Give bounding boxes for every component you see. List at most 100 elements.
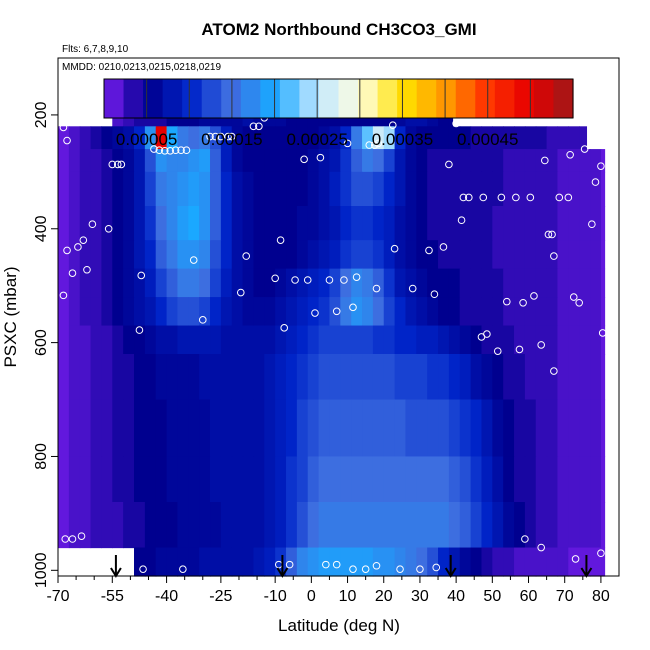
heatmap-cell — [579, 268, 591, 298]
heatmap-cell — [231, 206, 244, 241]
heatmap-cell — [524, 206, 537, 241]
heatmap-cell — [231, 126, 244, 150]
heatmap-cell — [155, 240, 168, 270]
y-tick-label: 800 — [33, 443, 50, 470]
heatmap-cell — [296, 206, 309, 241]
heatmap-cell — [166, 297, 179, 327]
heatmap-cell — [362, 126, 374, 150]
observation-point — [550, 252, 558, 260]
heatmap-cell — [329, 268, 341, 298]
heatmap-cell — [68, 502, 81, 549]
heatmap-cell — [264, 126, 276, 150]
heatmap-cell — [481, 268, 493, 298]
heatmap-cell — [383, 206, 396, 241]
heatmap-cell — [394, 456, 407, 503]
heatmap-cell — [286, 399, 298, 458]
heatmap-cell — [101, 354, 113, 401]
heatmap-cell — [275, 268, 287, 298]
heatmap-cell — [503, 268, 515, 298]
heatmap-cell — [112, 325, 124, 355]
colorbar-swatch — [397, 79, 418, 118]
colorbar-swatch — [514, 79, 535, 118]
y-tick-label: 200 — [33, 101, 50, 128]
heatmap-cell — [557, 325, 569, 355]
heatmap-cell — [79, 149, 92, 173]
observation-point — [166, 146, 174, 155]
heatmap-cell — [416, 268, 428, 298]
heatmap-cell — [459, 268, 472, 298]
heatmap-cell — [394, 268, 407, 298]
heatmap-cell — [242, 502, 255, 549]
heatmap-cell — [470, 268, 483, 298]
heatmap-cell — [470, 547, 483, 577]
heatmap-cell — [307, 240, 320, 270]
heatmap-cell — [492, 456, 504, 503]
heatmap-cell — [383, 399, 396, 458]
heatmap-cell — [134, 149, 146, 173]
heatmap-cell — [286, 126, 298, 150]
heatmap-cell — [427, 547, 439, 577]
heatmap-cell — [188, 354, 200, 401]
heatmap-cell — [438, 502, 450, 549]
heatmap-cell — [101, 399, 113, 458]
observation-point — [77, 112, 86, 120]
heatmap-cell — [405, 399, 417, 458]
heatmap-cell — [362, 502, 374, 549]
heatmap-cell — [340, 456, 352, 503]
heatmap-cell — [144, 149, 157, 173]
heatmap-cell — [590, 456, 602, 503]
heatmap-cell — [600, 325, 606, 355]
heatmap-cell — [296, 268, 309, 298]
heatmap-cell — [220, 354, 233, 401]
heatmap-cell — [58, 399, 70, 458]
heatmap-cell — [68, 149, 81, 173]
heatmap-cell — [394, 297, 407, 327]
heatmap-cell — [503, 325, 515, 355]
heatmap-cell — [264, 502, 276, 549]
x-tick-label: 50 — [483, 588, 501, 605]
observation-point — [372, 284, 381, 293]
observation-point — [521, 535, 529, 543]
heatmap-cell — [123, 126, 135, 150]
heatmap-cell — [155, 325, 168, 355]
heatmap-cell — [514, 502, 526, 549]
heatmap-cell — [329, 354, 341, 401]
heatmap-cell — [134, 171, 146, 207]
heatmap-cell — [372, 456, 385, 503]
heatmap-cell — [329, 171, 341, 207]
heatmap-cell — [123, 297, 135, 327]
heatmap-cell — [448, 502, 461, 549]
heatmap-cell — [470, 206, 483, 241]
heatmap-cell — [79, 268, 92, 298]
heatmap-cell — [253, 149, 265, 173]
heatmap-cell — [503, 399, 515, 458]
heatmap-cell — [351, 171, 363, 207]
heatmap-cell — [307, 206, 320, 241]
heatmap-cell — [101, 325, 113, 355]
heatmap-cell — [394, 171, 407, 207]
heatmap-cell — [123, 171, 135, 207]
heatmap-cell — [155, 171, 168, 207]
heatmap-cell — [383, 240, 396, 270]
observation-point — [564, 193, 573, 202]
heatmap-cell — [101, 126, 113, 150]
heatmap-cell — [329, 149, 341, 173]
heatmap-cell — [296, 399, 309, 458]
heatmap-cell — [362, 171, 374, 207]
heatmap-cell — [231, 297, 244, 327]
heatmap-cell — [253, 547, 265, 577]
heatmap-cell — [329, 126, 341, 150]
heatmap-cell — [134, 399, 146, 458]
heatmap-cell — [427, 297, 439, 327]
observation-point — [179, 565, 187, 573]
observation-point — [519, 298, 527, 307]
heatmap-cell — [68, 268, 81, 298]
heatmap-cell — [318, 149, 331, 173]
heatmap-cell — [600, 206, 606, 241]
heatmap-cell — [568, 171, 580, 207]
observation-point — [332, 307, 341, 316]
heatmap-cell — [362, 149, 374, 173]
heatmap-cell — [405, 456, 417, 503]
heatmap-cell — [438, 206, 450, 241]
observation-point — [211, 132, 220, 141]
